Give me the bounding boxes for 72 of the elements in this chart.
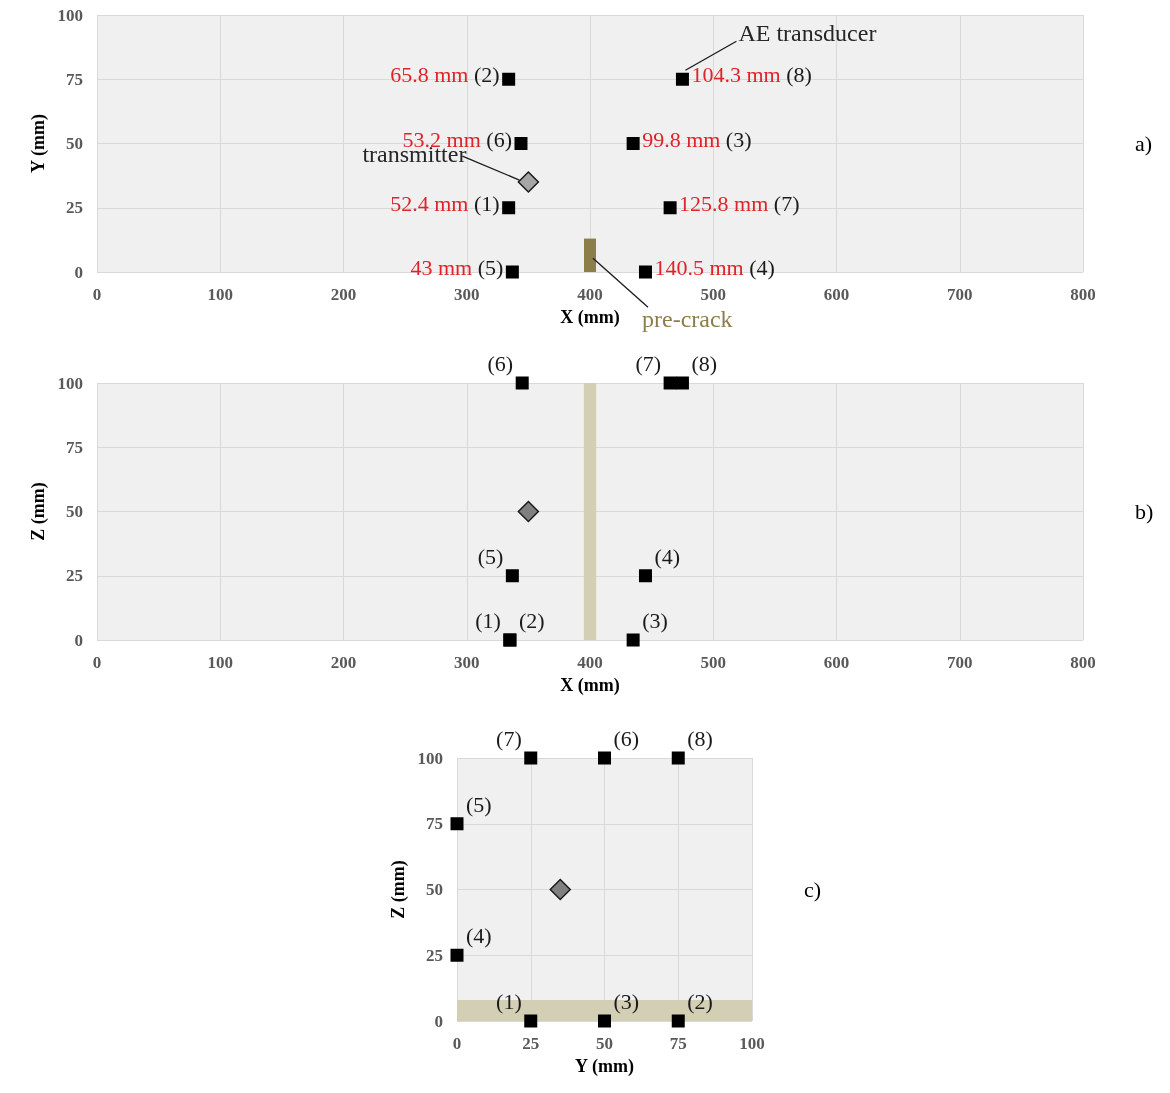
y-tick-label: 75 (426, 814, 443, 834)
y-axis-title: Y (mm) (27, 114, 49, 173)
text: c) (804, 877, 822, 902)
annotation: (1) (475, 608, 501, 633)
x-tick-label: 0 (92, 285, 102, 304)
y-tick-label: 75 (66, 437, 83, 457)
x-tick-label: 200 (330, 285, 357, 304)
annotation: 99.8 mm (3) (642, 126, 752, 152)
y-tick-label: 75 (66, 69, 83, 89)
annotation: (4) (466, 923, 492, 949)
x-tick-label: 500 (700, 285, 726, 304)
x-tick-label: 700 (947, 653, 973, 672)
x-tick-label: 75 (669, 1034, 687, 1053)
x-tick-label: 50 (596, 1034, 613, 1053)
annotation: 125.8 mm (7) (679, 190, 800, 216)
x-axis-title: X (mm) (560, 306, 620, 328)
text: AE transducer (738, 20, 877, 47)
annotation: (2) (687, 989, 713, 1014)
y-tick-label: 25 (66, 198, 83, 218)
x-tick-label: 400 (577, 285, 603, 304)
x-tick-label: 300 (454, 285, 480, 304)
x-tick-label: 700 (947, 285, 973, 304)
y-axis-title: Z (mm) (388, 860, 409, 919)
y-tick-label: 0 (74, 630, 83, 650)
y-tick-label: 100 (417, 748, 443, 768)
annotation: (3) (613, 989, 640, 1014)
y-tick-label: 0 (434, 1011, 443, 1031)
y-axis-title: Z (mm) (27, 482, 49, 541)
x-tick-label: 800 (1070, 285, 1096, 304)
x-tick-label: 500 (700, 653, 726, 672)
annotation: (3) (642, 608, 668, 633)
annotation: (5) (466, 791, 492, 817)
x-tick-label: 200 (330, 653, 357, 672)
y-tick-label: 50 (66, 134, 83, 153)
y-tick-label: 50 (426, 880, 443, 899)
x-tick-label: 300 (454, 653, 480, 672)
annotation: (6) (613, 726, 640, 751)
x-tick-label: 800 (1070, 653, 1096, 672)
x-tick-label: 600 (823, 285, 850, 304)
y-tick-label: 50 (66, 502, 83, 521)
annotation: (4) (654, 543, 681, 569)
x-tick-label: 400 (577, 653, 603, 672)
text: pre-crack (642, 306, 733, 333)
x-tick-label: 0 (452, 1034, 462, 1053)
annotation: (8) (691, 351, 718, 376)
y-tick-label: 25 (66, 566, 83, 586)
annotation: (5) (477, 543, 504, 569)
text: a) (1135, 131, 1153, 156)
annotation: 140.5 mm (4) (654, 255, 775, 280)
x-tick-label: 100 (207, 285, 233, 304)
annotation: (7) (496, 726, 522, 751)
annotation: 65.8 mm (2) (390, 62, 500, 88)
x-axis-title: Y (mm) (575, 1055, 634, 1077)
y-tick-label: 0 (74, 262, 83, 282)
text: b) (1135, 499, 1154, 524)
x-axis-title: X (mm) (560, 674, 620, 696)
y-tick-label: 100 (57, 373, 83, 393)
x-tick-label: 600 (823, 653, 850, 672)
y-tick-label: 25 (426, 945, 443, 965)
annotation: (2) (518, 608, 545, 633)
x-tick-label: 25 (522, 1034, 540, 1053)
annotation: 104.3 mm (8) (691, 62, 812, 88)
annotation: (8) (687, 726, 713, 751)
x-tick-label: 100 (739, 1034, 765, 1053)
annotation: 43 mm (5) (410, 255, 504, 280)
y-tick-label: 100 (57, 5, 83, 25)
annotation: 52.4 mm (1) (390, 190, 500, 216)
annotation: (1) (496, 989, 522, 1014)
x-tick-label: 100 (207, 653, 233, 672)
x-tick-label: 0 (92, 653, 102, 672)
annotation: (6) (487, 351, 514, 376)
annotation: (7) (635, 351, 662, 376)
